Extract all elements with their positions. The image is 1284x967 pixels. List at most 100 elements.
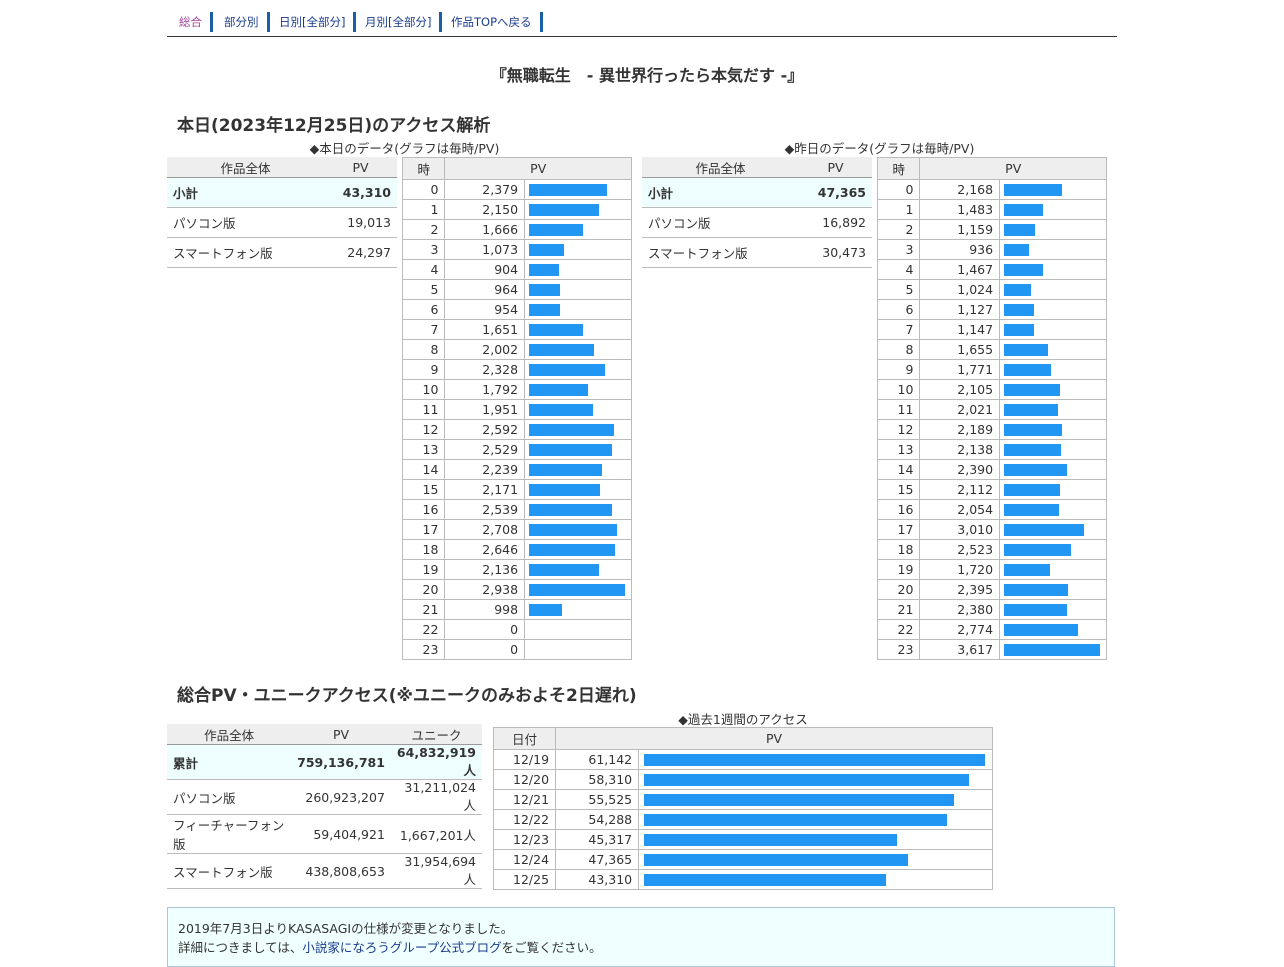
hour-cell: 17 [401, 519, 446, 540]
hour-cell: 5 [401, 279, 446, 300]
col-header-unique: ユニーク [390, 724, 482, 745]
hourly-row: 5 1,024 [876, 279, 1107, 300]
hourly-row: 22 2,774 [876, 619, 1107, 640]
col-header-date: 日付 [492, 727, 557, 750]
yesterday-summary-table: 作品全体 PV 小計 47,365 パソコン版 16,892 スマートフォン版 30,47… [642, 157, 872, 268]
hourly-row: 7 1,147 [876, 319, 1107, 340]
nav-overview[interactable]: 総合 [179, 12, 213, 32]
pv-cell: 1,651 [444, 319, 526, 340]
pv-bar [529, 343, 595, 356]
pv-cell: 0 [444, 639, 526, 660]
hour-cell: 18 [876, 539, 921, 560]
bar-cell [524, 219, 632, 240]
hourly-row: 16 2,539 [401, 499, 632, 520]
pv-cell: 936 [919, 239, 1001, 260]
nav-monthly[interactable]: 月別[全部分] [365, 12, 443, 32]
pv-bar [644, 833, 898, 846]
bar-cell [524, 419, 632, 440]
nav-back-to-work-top[interactable]: 作品TOPへ戻る [451, 12, 543, 32]
hour-cell: 9 [401, 359, 446, 380]
bar-cell [999, 559, 1107, 580]
pv-cell: 1,666 [444, 219, 526, 240]
bar-cell [638, 809, 993, 830]
hourly-row: 17 2,708 [401, 519, 632, 540]
bar-cell [999, 399, 1107, 420]
hour-cell: 12 [401, 419, 446, 440]
pv-bar [1004, 283, 1032, 296]
row-unique: 31,954,694人 [390, 853, 482, 889]
pv-bar [529, 383, 589, 396]
pv-bar [529, 303, 561, 316]
official-blog-link[interactable]: 小説家になろうグループ公式ブログ [302, 940, 502, 955]
top-nav: 総合 部分別 日別[全部分] 月別[全部分] 作品TOPへ戻る [167, 10, 1117, 37]
hour-cell: 14 [876, 459, 921, 480]
pv-cell: 43,310 [555, 869, 640, 890]
hour-cell: 19 [401, 559, 446, 580]
hour-cell: 2 [401, 219, 446, 240]
nav-daily[interactable]: 日別[全部分] [279, 12, 357, 32]
bar-cell [999, 499, 1107, 520]
pv-bar [1004, 583, 1069, 596]
row-label: フィーチャーフォン版 [167, 814, 292, 854]
hour-cell: 11 [401, 399, 446, 420]
pv-cell: 58,310 [555, 769, 640, 790]
pv-bar [1004, 563, 1051, 576]
date-cell: 12/24 [492, 849, 557, 870]
bar-cell [524, 179, 632, 200]
hourly-row: 2 1,159 [876, 219, 1107, 240]
hour-cell: 14 [401, 459, 446, 480]
hour-cell: 10 [876, 379, 921, 400]
hourly-row: 6 1,127 [876, 299, 1107, 320]
bar-cell [524, 579, 632, 600]
total-row: スマートフォン版 438,808,653 31,954,694人 [167, 853, 482, 889]
bar-cell [524, 339, 632, 360]
pv-cell: 2,021 [919, 399, 1001, 420]
pv-bar [1004, 263, 1044, 276]
pv-bar [1004, 603, 1068, 616]
hour-cell: 22 [876, 619, 921, 640]
pv-cell: 1,483 [919, 199, 1001, 220]
hourly-row: 17 3,010 [876, 519, 1107, 540]
notice-box: 2019年7月3日よりKASASAGIの仕様が変更となりました。 詳細につきまし… [167, 907, 1115, 967]
pv-bar [1004, 343, 1049, 356]
page: 総合 部分別 日別[全部分] 月別[全部分] 作品TOPへ戻る 『無職転生 - … [167, 0, 1117, 967]
summary-row: パソコン版 19,013 [167, 207, 397, 238]
pv-bar [1004, 483, 1061, 496]
row-pv: 59,404,921 [291, 814, 391, 854]
hour-cell: 17 [876, 519, 921, 540]
hour-cell: 4 [401, 259, 446, 280]
pv-bar [529, 443, 613, 456]
bar-cell [524, 379, 632, 400]
today-hourly-table: 時 PV 0 2,379 1 2,150 2 1,666 3 1,073 4 904 5 964 6 95… [401, 157, 632, 660]
row-unique: 64,832,919人 [390, 744, 482, 780]
pv-cell: 2,054 [919, 499, 1001, 520]
hour-cell: 8 [401, 339, 446, 360]
pv-bar [1004, 423, 1063, 436]
pv-bar [644, 753, 986, 766]
pv-cell: 1,024 [919, 279, 1001, 300]
pv-bar [529, 183, 608, 196]
pv-bar [529, 483, 601, 496]
hourly-row: 12 2,592 [401, 419, 632, 440]
bar-cell [999, 599, 1107, 620]
pv-cell: 2,150 [444, 199, 526, 220]
hourly-row: 1 2,150 [401, 199, 632, 220]
row-label: 小計 [642, 177, 799, 208]
pv-bar [1004, 403, 1059, 416]
pv-cell: 1,720 [919, 559, 1001, 580]
hourly-row: 13 2,138 [876, 439, 1107, 460]
hourly-row: 0 2,168 [876, 179, 1107, 200]
pv-cell: 2,138 [919, 439, 1001, 460]
hourly-row: 15 2,112 [876, 479, 1107, 500]
hourly-row: 6 954 [401, 299, 632, 320]
bar-cell [638, 829, 993, 850]
pv-bar [1004, 303, 1035, 316]
nav-by-part[interactable]: 部分別 [224, 12, 270, 32]
hour-cell: 23 [876, 639, 921, 660]
pv-bar [1004, 503, 1060, 516]
pv-cell: 2,112 [919, 479, 1001, 500]
row-unique: 31,211,024人 [390, 779, 482, 815]
row-label: 小計 [167, 177, 324, 208]
hourly-row: 5 964 [401, 279, 632, 300]
hourly-row: 0 2,379 [401, 179, 632, 200]
